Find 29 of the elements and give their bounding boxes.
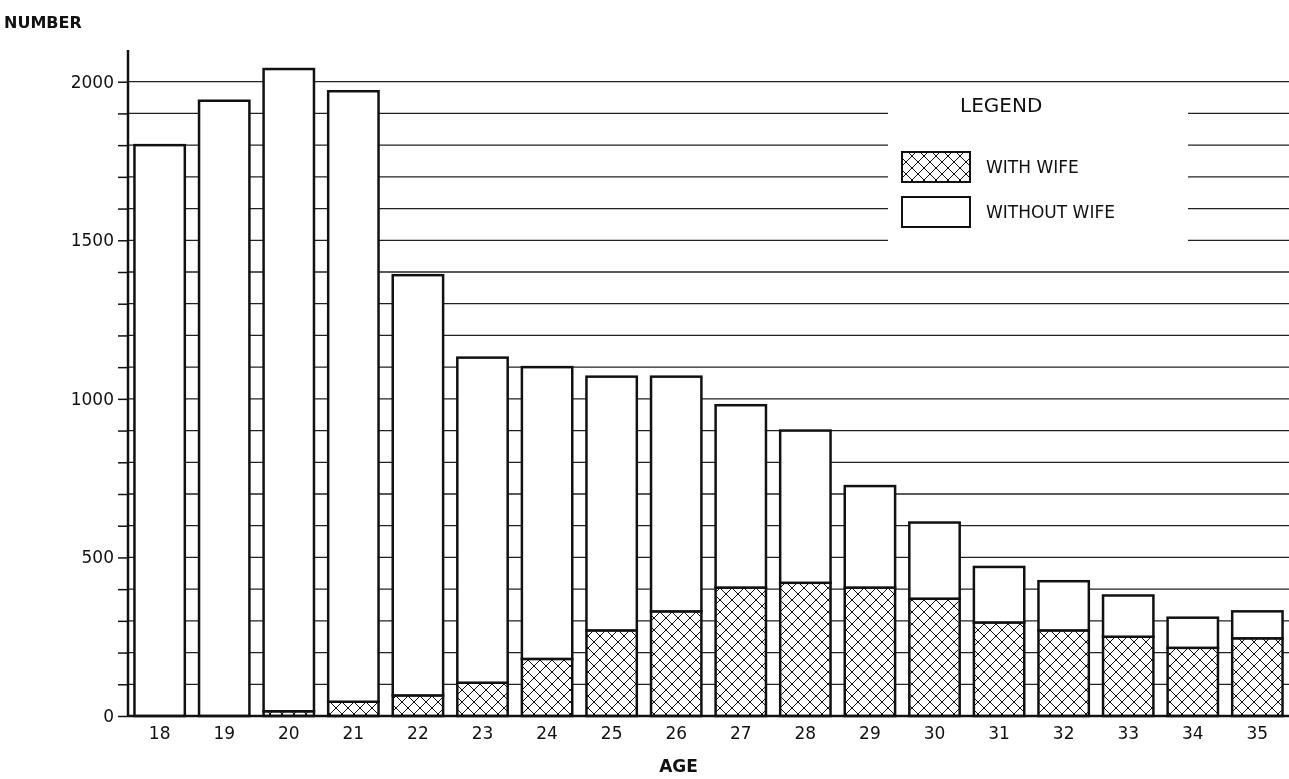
x-tick-label: 33 <box>1117 723 1140 744</box>
y-tick-label: 1000 <box>70 388 114 409</box>
x-tick-label: 19 <box>213 723 236 744</box>
y-tick-label: 2000 <box>70 71 114 92</box>
y-tick-label: 500 <box>81 547 114 568</box>
x-tick-label: 29 <box>859 723 881 744</box>
y-axis-title: NUMBER <box>4 13 82 32</box>
x-tick-label: 34 <box>1181 723 1204 744</box>
legend-label: WITH WIFE <box>986 157 1079 177</box>
x-tick-label: 35 <box>1246 723 1269 744</box>
x-tick-label: 18 <box>148 723 171 744</box>
x-tick-label: 24 <box>536 723 558 744</box>
legend-title: LEGEND <box>960 93 1043 117</box>
x-tick-label: 31 <box>988 723 1010 744</box>
bar <box>262 67 316 713</box>
x-tick-label: 22 <box>407 723 429 744</box>
x-tick-label: 30 <box>923 723 946 744</box>
x-tick-label: 32 <box>1052 723 1075 744</box>
x-axis-title: AGE <box>659 756 698 776</box>
y-tick-label: 1500 <box>70 230 114 251</box>
legend-label: WITHOUT WIFE <box>986 202 1115 222</box>
x-tick-label: 21 <box>342 723 365 744</box>
x-tick-label: 28 <box>794 723 817 744</box>
x-tick-label: 26 <box>665 723 688 744</box>
x-tick-label: 23 <box>471 723 494 744</box>
x-tick-label: 25 <box>600 723 623 744</box>
x-tick-label: 20 <box>277 723 300 744</box>
x-tick-label: 27 <box>729 723 752 744</box>
y-tick-label: 0 <box>103 705 114 726</box>
